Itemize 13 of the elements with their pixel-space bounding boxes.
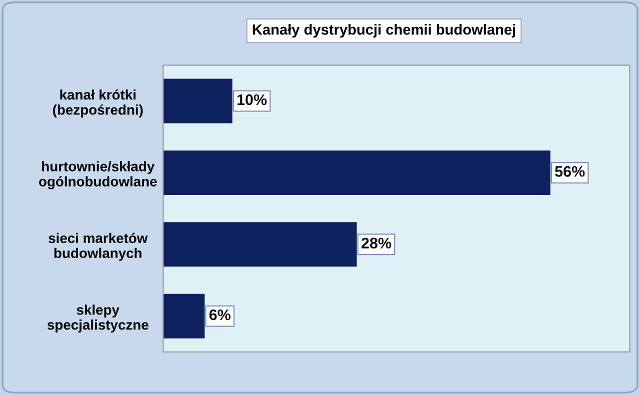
y-tick-label: hurtownie/składy ogólnobudowlane bbox=[39, 161, 157, 190]
data-label: 10% bbox=[237, 94, 267, 106]
y-tick-label: sklepy specjalistyczne bbox=[47, 304, 148, 332]
data-label: 28% bbox=[361, 238, 392, 249]
bar bbox=[163, 150, 550, 195]
data-label: 6% bbox=[209, 309, 231, 320]
y-tick-label: sieci marketów budowlanych bbox=[48, 232, 148, 261]
bar bbox=[163, 78, 232, 124]
bar bbox=[163, 222, 357, 267]
y-tick-label: kanał krótki (bezpośredni) bbox=[53, 89, 143, 118]
chart-title: Kanały dystrybucji chemii budowlanej bbox=[252, 24, 516, 38]
bar bbox=[163, 294, 205, 338]
data-label: 56% bbox=[555, 166, 585, 177]
